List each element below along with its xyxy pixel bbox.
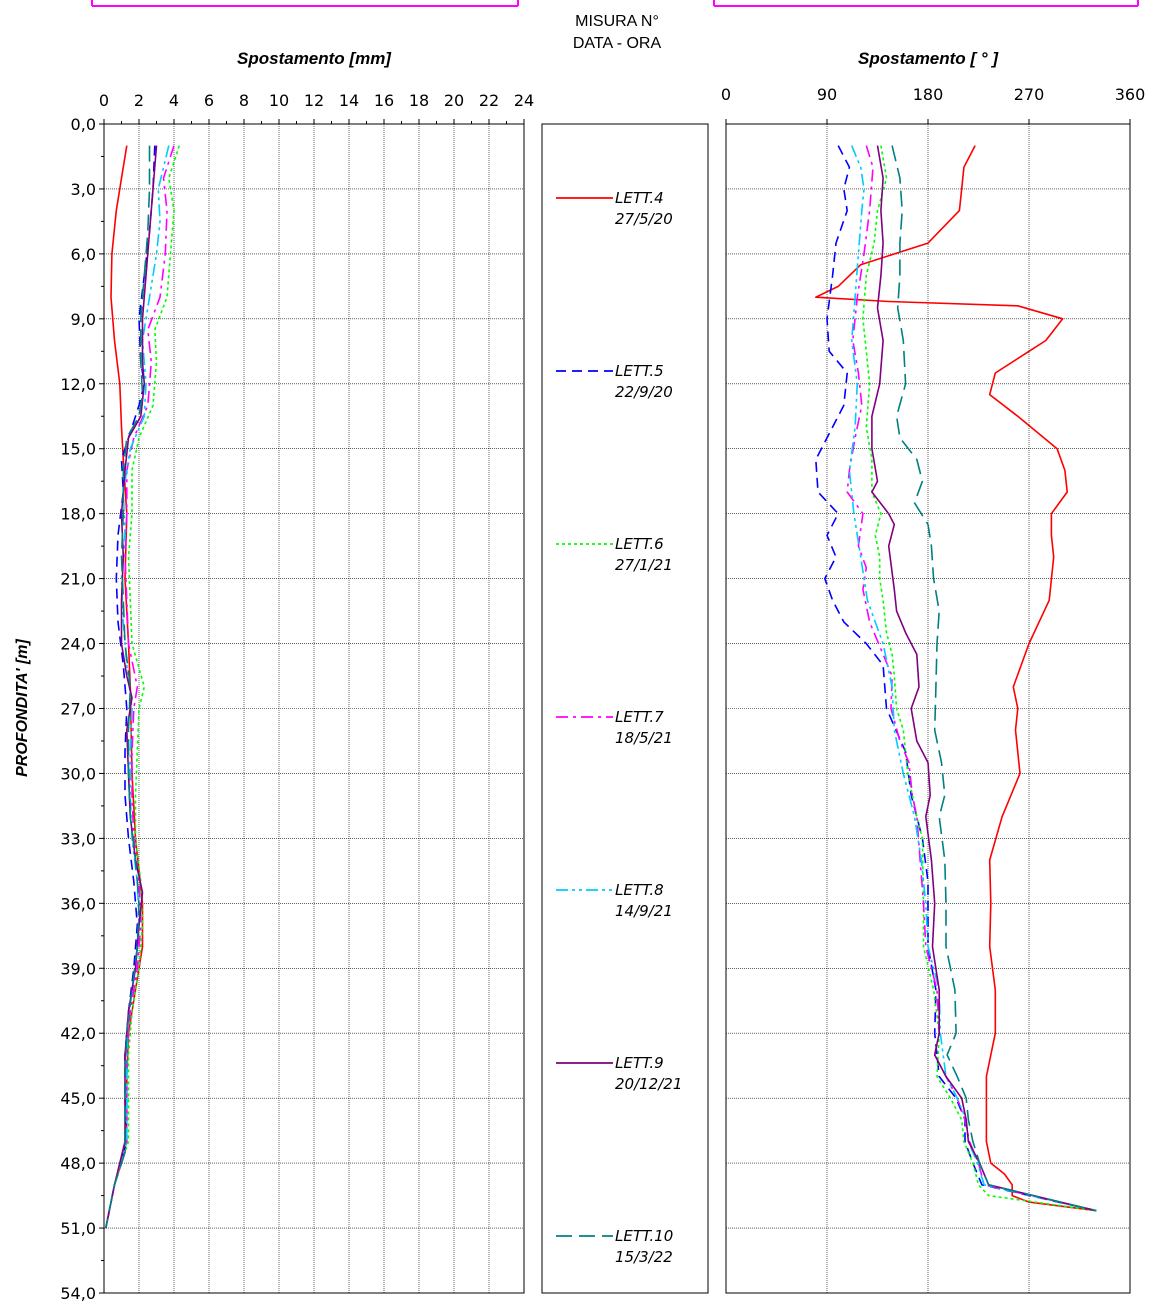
left-chart-series [105,145,181,1229]
legend-series-date: 22/9/20 [615,383,673,401]
left-series-lett-5 [105,145,156,1229]
legend-series-date: 14/9/21 [615,902,673,920]
legend-series-date: 27/1/21 [615,556,673,574]
right-x-tick-label: 360 [1115,85,1146,104]
legend-series-date: 20/12/21 [615,1075,682,1093]
legend: LETT.4 27/5/20 LETT.5 22/9/20 LETT.6 27/1/21 L… [556,189,682,1266]
legend-series-name: LETT.5 [615,362,664,380]
left-x-tick-label: 2 [134,91,144,110]
left-x-tick-label: 22 [479,91,499,110]
depth-tick-label: 27,0 [60,700,96,719]
depth-tick-label: 36,0 [60,894,96,913]
right-series-lett-5 [814,145,1097,1212]
depth-tick-label: 48,0 [60,1154,96,1173]
date-time-header: DATA - ORA [573,35,662,52]
left-series-lett-8 [105,145,170,1229]
legend-series-date: 27/5/20 [615,210,673,228]
depth-tick-label: 45,0 [60,1089,96,1108]
depth-tick-label: 30,0 [60,764,96,783]
left-series-lett-9 [105,145,158,1229]
depth-tick-label: 39,0 [60,959,96,978]
depth-tick-label: 12,0 [60,375,96,394]
right-x-tick-label: 180 [913,85,944,104]
left-x-tick-label: 6 [204,91,214,110]
left-x-tick-label: 24 [514,91,534,110]
left-x-axis-ticks: 0 2 4 6 8 10 12 14 16 18 20 22 24 [99,91,534,124]
left-series-lett-7 [105,145,175,1229]
left-x-tick-label: 16 [374,91,394,110]
left-x-tick-label: 18 [409,91,429,110]
measure-number-header: MISURA N° [575,13,659,30]
depth-tick-label: 42,0 [60,1024,96,1043]
depth-tick-label: 9,0 [71,310,96,329]
depth-tick-label: 15,0 [60,440,96,459]
depth-tick-label: 0,0 [71,115,96,134]
right-x-tick-label: 0 [721,85,731,104]
legend-frame [541,123,709,1294]
legend-series-date: 18/5/21 [615,729,673,747]
right-x-tick-label: 270 [1014,85,1045,104]
right-series-lett-4 [814,145,1097,1212]
depth-tick-label: 51,0 [60,1219,96,1238]
depth-tick-label: 21,0 [60,570,96,589]
left-x-tick-label: 20 [444,91,464,110]
right-series-lett-8 [848,145,1097,1212]
left-x-tick-label: 14 [339,91,359,110]
depth-tick-label: 6,0 [71,245,96,264]
left-plot-frame [103,123,525,1294]
depth-tick-label: 33,0 [60,829,96,848]
legend-series-name: LETT.8 [615,881,664,899]
right-series-lett-7 [846,145,1097,1212]
right-series-lett-10 [891,145,1097,1212]
left-chart-title: Spostamento [mm] [237,49,392,68]
left-x-tick-label: 4 [169,91,179,110]
right-chart-grid [726,124,1130,1293]
left-x-tick-label: 12 [304,91,324,110]
legend-series-name: LETT.4 [615,189,664,207]
legend-series-name: LETT.7 [615,708,664,726]
right-x-tick-label: 90 [817,85,837,104]
right-chart-series [814,145,1097,1212]
right-series-lett-9 [871,145,1097,1212]
legend-series-name: LETT.9 [615,1054,664,1072]
depth-axis-label: PROFONDITA' [m] [14,638,31,776]
left-x-tick-label: 10 [269,91,289,110]
depth-tick-label: 18,0 [60,505,96,524]
left-x-tick-label: 8 [239,91,249,110]
depth-tick-label: 54,0 [60,1284,96,1303]
legend-series-name: LETT.6 [615,535,664,553]
legend-series-date: 15/3/22 [615,1248,673,1266]
left-chart-grid [104,124,524,1293]
right-chart-title: Spostamento [ ° ] [858,49,999,68]
left-x-tick-label: 0 [99,91,109,110]
depth-tick-label: 3,0 [71,180,96,199]
left-series-lett-10 [105,145,151,1229]
legend-series-name: LETT.10 [615,1227,673,1245]
depth-tick-label: 24,0 [60,635,96,654]
right-series-lett-6 [862,145,1097,1212]
depth-axis-ticks: 0,0 3,0 6,0 9,0 12,0 15,0 18,0 21,0 24,0 27,0 30,0… [60,115,104,1303]
right-x-axis-ticks: 0 90 180 270 360 [721,85,1145,124]
left-series-lett-6 [105,145,181,1229]
right-plot-frame [725,123,1131,1294]
